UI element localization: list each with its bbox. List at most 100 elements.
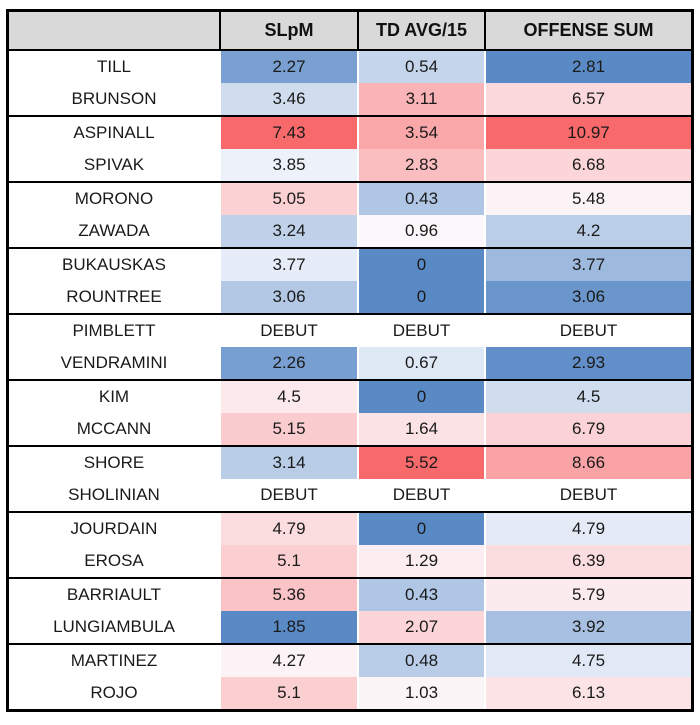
fighter-row: MARTINEZ 4.27 0.48 4.75: [9, 645, 691, 677]
stat-cell-td-avg: 0.96: [357, 215, 484, 247]
fighter-row: ROUNTREE 3.06 0 3.06: [9, 281, 691, 313]
stat-cell-slpm: 3.24: [219, 215, 357, 247]
stat-cell-slpm: 3.46: [219, 83, 357, 115]
matchup-pair: MARTINEZ 4.27 0.48 4.75 ROJO 5.1 1.03 6.13: [9, 645, 691, 709]
stat-cell-td-avg: 2.07: [357, 611, 484, 643]
stat-cell-offense-sum: DEBUT: [484, 479, 691, 511]
stat-cell-offense-sum: 5.79: [484, 579, 691, 611]
stat-cell-slpm: 3.06: [219, 281, 357, 313]
matchup-pair: SHORE 3.14 5.52 8.66 SHOLINIAN DEBUT DEBUT DEBU…: [9, 447, 691, 513]
stat-cell-offense-sum: 2.81: [484, 51, 691, 83]
stat-cell-slpm: 4.79: [219, 513, 357, 545]
fighter-row: ROJO 5.1 1.03 6.13: [9, 677, 691, 709]
stat-cell-offense-sum: 6.57: [484, 83, 691, 115]
fighter-name-cell: EROSA: [9, 545, 219, 577]
fighter-row: VENDRAMINI 2.26 0.67 2.93: [9, 347, 691, 379]
fighter-row: ZAWADA 3.24 0.96 4.2: [9, 215, 691, 247]
stat-cell-slpm: DEBUT: [219, 479, 357, 511]
stat-cell-td-avg: 0: [357, 513, 484, 545]
offense-stats-table: SLpM TD AVG/15 OFFENSE SUM TILL 2.27 0.54 2.8…: [6, 9, 694, 712]
stat-cell-slpm: 7.43: [219, 117, 357, 149]
stat-cell-slpm: 5.15: [219, 413, 357, 445]
matchup-pair: ASPINALL 7.43 3.54 10.97 SPIVAK 3.85 2.83 6.68: [9, 117, 691, 183]
fighter-row: SHORE 3.14 5.52 8.66: [9, 447, 691, 479]
table-header-row: SLpM TD AVG/15 OFFENSE SUM: [9, 12, 691, 51]
stat-cell-slpm: 5.1: [219, 545, 357, 577]
stat-cell-slpm: 5.36: [219, 579, 357, 611]
stat-cell-slpm: DEBUT: [219, 315, 357, 347]
fighter-row: KIM 4.5 0 4.5: [9, 381, 691, 413]
stat-cell-offense-sum: 4.79: [484, 513, 691, 545]
stat-cell-offense-sum: 2.93: [484, 347, 691, 379]
stat-cell-td-avg: 1.64: [357, 413, 484, 445]
matchup-pair: MORONO 5.05 0.43 5.48 ZAWADA 3.24 0.96 4.2: [9, 183, 691, 249]
stat-cell-td-avg: 0.43: [357, 183, 484, 215]
stat-cell-slpm: 2.27: [219, 51, 357, 83]
fighter-row: MORONO 5.05 0.43 5.48: [9, 183, 691, 215]
fighter-row: BUKAUSKAS 3.77 0 3.77: [9, 249, 691, 281]
matchup-pair: PIMBLETT DEBUT DEBUT DEBUT VENDRAMINI 2.26 0.6…: [9, 315, 691, 381]
fighter-row: JOURDAIN 4.79 0 4.79: [9, 513, 691, 545]
stat-cell-td-avg: DEBUT: [357, 479, 484, 511]
fighter-name-cell: MORONO: [9, 183, 219, 215]
fighter-row: EROSA 5.1 1.29 6.39: [9, 545, 691, 577]
matchup-pair: TILL 2.27 0.54 2.81 BRUNSON 3.46 3.11 6.57: [9, 51, 691, 117]
stat-cell-td-avg: 2.83: [357, 149, 484, 181]
fighter-name-cell: ROJO: [9, 677, 219, 709]
fighter-name-cell: TILL: [9, 51, 219, 83]
stat-cell-td-avg: 0.67: [357, 347, 484, 379]
stat-cell-slpm: 5.05: [219, 183, 357, 215]
fighter-row: TILL 2.27 0.54 2.81: [9, 51, 691, 83]
stat-cell-offense-sum: 6.79: [484, 413, 691, 445]
stat-cell-td-avg: DEBUT: [357, 315, 484, 347]
fighter-name-cell: ASPINALL: [9, 117, 219, 149]
fighter-name-cell: PIMBLETT: [9, 315, 219, 347]
stat-cell-offense-sum: 3.06: [484, 281, 691, 313]
stat-cell-offense-sum: 6.13: [484, 677, 691, 709]
fighter-name-cell: BRUNSON: [9, 83, 219, 115]
stat-cell-td-avg: 5.52: [357, 447, 484, 479]
stat-cell-slpm: 4.5: [219, 381, 357, 413]
fighter-name-cell: BARRIAULT: [9, 579, 219, 611]
header-cell-fighter: [9, 12, 219, 49]
fighter-row: ASPINALL 7.43 3.54 10.97: [9, 117, 691, 149]
matchup-pair: JOURDAIN 4.79 0 4.79 EROSA 5.1 1.29 6.39: [9, 513, 691, 579]
stat-cell-offense-sum: 6.39: [484, 545, 691, 577]
fighter-name-cell: BUKAUSKAS: [9, 249, 219, 281]
header-cell-offense-sum: OFFENSE SUM: [484, 12, 691, 49]
stat-cell-td-avg: 0: [357, 281, 484, 313]
stat-cell-td-avg: 0.48: [357, 645, 484, 677]
fighter-name-cell: LUNGIAMBULA: [9, 611, 219, 643]
stat-cell-slpm: 3.77: [219, 249, 357, 281]
fighter-row: LUNGIAMBULA 1.85 2.07 3.92: [9, 611, 691, 643]
stat-cell-td-avg: 0: [357, 381, 484, 413]
header-cell-td-avg: TD AVG/15: [357, 12, 484, 49]
stat-cell-td-avg: 0: [357, 249, 484, 281]
stat-cell-td-avg: 3.54: [357, 117, 484, 149]
stat-cell-slpm: 3.85: [219, 149, 357, 181]
stat-cell-offense-sum: 3.77: [484, 249, 691, 281]
fighter-name-cell: JOURDAIN: [9, 513, 219, 545]
fighter-row: MCCANN 5.15 1.64 6.79: [9, 413, 691, 445]
fighter-name-cell: MCCANN: [9, 413, 219, 445]
fighter-row: PIMBLETT DEBUT DEBUT DEBUT: [9, 315, 691, 347]
stat-cell-offense-sum: 4.2: [484, 215, 691, 247]
stat-cell-slpm: 4.27: [219, 645, 357, 677]
stat-cell-offense-sum: 10.97: [484, 117, 691, 149]
fighter-name-cell: MARTINEZ: [9, 645, 219, 677]
stat-cell-offense-sum: 3.92: [484, 611, 691, 643]
stat-cell-td-avg: 0.43: [357, 579, 484, 611]
fighter-row: BARRIAULT 5.36 0.43 5.79: [9, 579, 691, 611]
fighter-row: SHOLINIAN DEBUT DEBUT DEBUT: [9, 479, 691, 511]
stat-cell-offense-sum: 6.68: [484, 149, 691, 181]
fighter-name-cell: ZAWADA: [9, 215, 219, 247]
stat-cell-td-avg: 0.54: [357, 51, 484, 83]
stat-cell-offense-sum: 4.75: [484, 645, 691, 677]
fighter-name-cell: SPIVAK: [9, 149, 219, 181]
fighter-row: BRUNSON 3.46 3.11 6.57: [9, 83, 691, 115]
stat-cell-td-avg: 1.03: [357, 677, 484, 709]
stat-cell-slpm: 3.14: [219, 447, 357, 479]
stat-cell-slpm: 1.85: [219, 611, 357, 643]
table-body: TILL 2.27 0.54 2.81 BRUNSON 3.46 3.11 6.57 ASPIN…: [9, 51, 691, 709]
matchup-pair: KIM 4.5 0 4.5 MCCANN 5.15 1.64 6.79: [9, 381, 691, 447]
